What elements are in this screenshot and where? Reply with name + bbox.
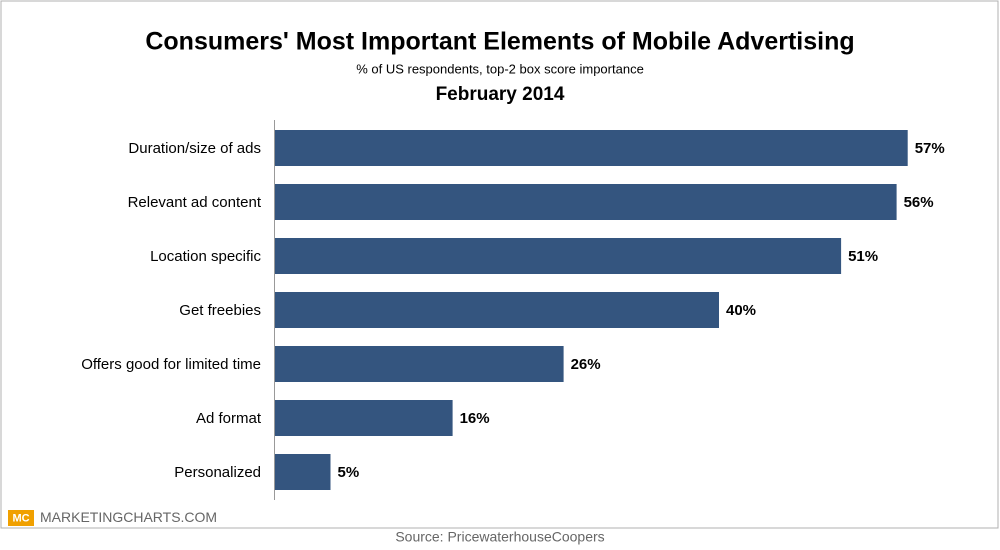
bar (275, 346, 564, 382)
bar (275, 130, 908, 166)
source: Source: PricewaterhouseCoopers (395, 529, 604, 545)
value-label: 16% (460, 410, 490, 427)
category-label: Offers good for limited time (81, 356, 261, 373)
category-label: Duration/size of ads (128, 140, 261, 157)
chart-subtitle: % of US respondents, top-2 box score imp… (356, 61, 644, 76)
branding: MARKETINGCHARTS.COM (40, 509, 217, 525)
category-label: Relevant ad content (128, 194, 262, 211)
logo: MC (12, 512, 29, 524)
value-label: 56% (904, 194, 934, 211)
chart-frame (0, 0, 999, 529)
category-label: Location specific (150, 248, 261, 265)
value-label: 5% (338, 464, 360, 481)
bar (275, 400, 453, 436)
bar (275, 238, 842, 274)
chart-date: February 2014 (436, 84, 565, 105)
value-label: 51% (848, 248, 878, 265)
category-label: Personalized (174, 464, 261, 481)
value-label: 40% (726, 302, 756, 319)
logo-box (8, 510, 34, 526)
value-label: 26% (571, 356, 601, 373)
bar (275, 292, 719, 328)
bar (275, 454, 331, 490)
chart-title: Consumers' Most Important Elements of Mo… (145, 28, 854, 56)
value-label: 57% (915, 140, 945, 157)
bar (275, 184, 897, 220)
category-label: Get freebies (179, 302, 261, 319)
category-label: Ad format (196, 410, 262, 427)
